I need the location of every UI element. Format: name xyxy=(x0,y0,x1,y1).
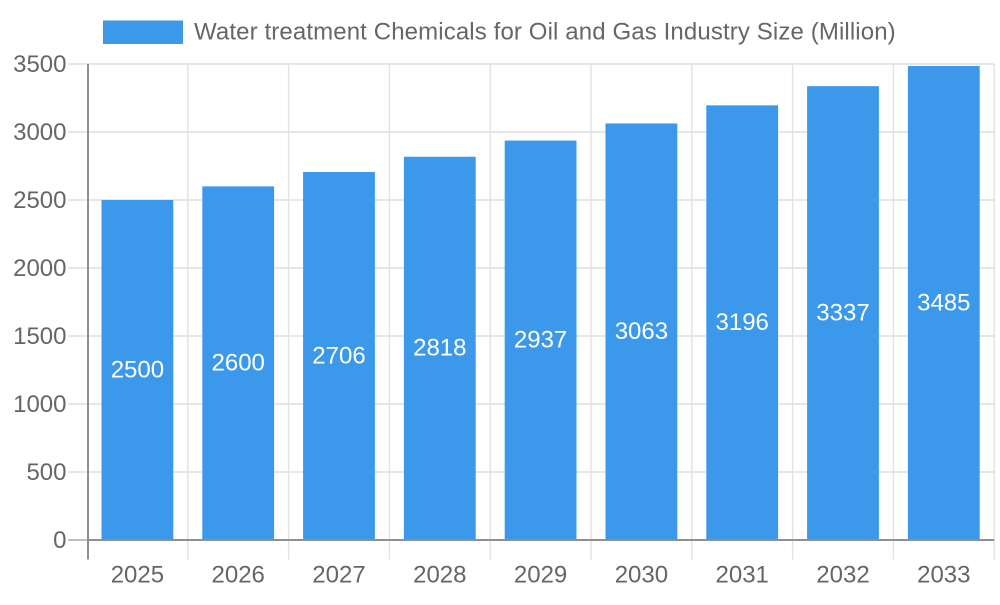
svg-text:500: 500 xyxy=(26,459,66,486)
svg-text:2029: 2029 xyxy=(514,561,567,588)
svg-text:1000: 1000 xyxy=(13,391,66,418)
svg-text:3000: 3000 xyxy=(13,119,66,146)
svg-text:3196: 3196 xyxy=(716,309,769,336)
svg-text:2500: 2500 xyxy=(111,356,164,383)
svg-text:2026: 2026 xyxy=(212,561,265,588)
svg-text:1500: 1500 xyxy=(13,323,66,350)
svg-text:2031: 2031 xyxy=(716,561,769,588)
svg-text:3337: 3337 xyxy=(816,299,869,326)
svg-text:2818: 2818 xyxy=(413,335,466,362)
svg-text:3485: 3485 xyxy=(917,289,970,316)
svg-text:2937: 2937 xyxy=(514,327,567,354)
svg-text:2025: 2025 xyxy=(111,561,164,588)
svg-text:2600: 2600 xyxy=(212,350,265,377)
svg-text:2033: 2033 xyxy=(917,561,970,588)
svg-text:Water treatment Chemicals for: Water treatment Chemicals for Oil and Ga… xyxy=(194,18,896,45)
svg-text:3500: 3500 xyxy=(13,51,66,78)
svg-text:2030: 2030 xyxy=(615,561,668,588)
svg-text:2032: 2032 xyxy=(816,561,869,588)
svg-text:2027: 2027 xyxy=(312,561,365,588)
svg-text:2028: 2028 xyxy=(413,561,466,588)
svg-text:0: 0 xyxy=(53,527,66,554)
svg-text:3063: 3063 xyxy=(615,318,668,345)
svg-text:2706: 2706 xyxy=(312,342,365,369)
svg-text:2500: 2500 xyxy=(13,187,66,214)
svg-text:2000: 2000 xyxy=(13,255,66,282)
